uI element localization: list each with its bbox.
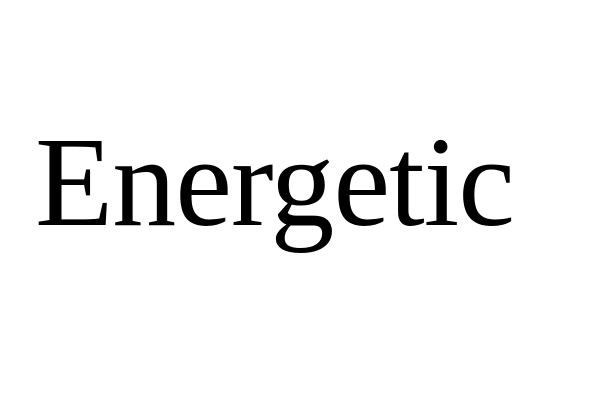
word-text: Energetic <box>35 111 515 253</box>
